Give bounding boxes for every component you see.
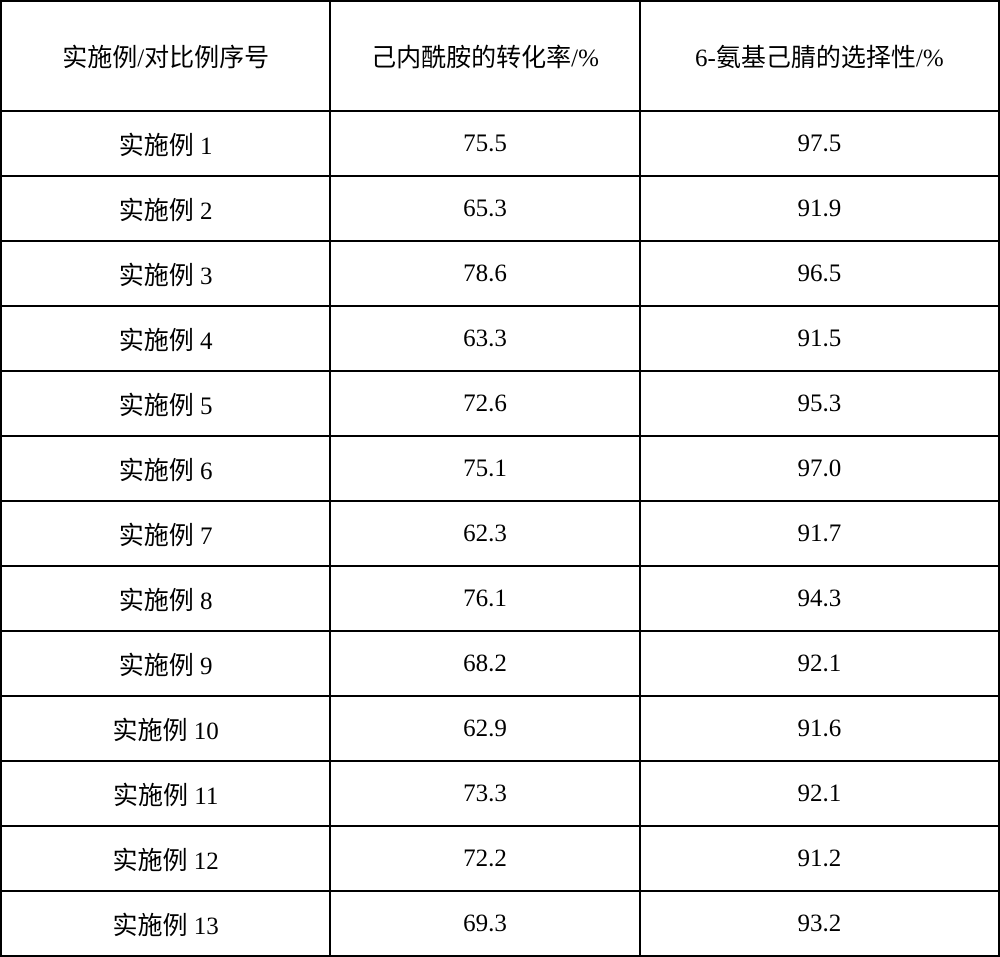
cell-selectivity: 93.2 (640, 891, 999, 956)
table-row: 实施例 9 68.2 92.1 (1, 631, 999, 696)
cell-example-id: 实施例 8 (1, 566, 330, 631)
col-header-example-id: 实施例/对比例序号 (1, 1, 330, 111)
cell-conversion: 75.5 (330, 111, 639, 176)
table-row: 实施例 4 63.3 91.5 (1, 306, 999, 371)
cell-selectivity: 92.1 (640, 631, 999, 696)
table-row: 实施例 7 62.3 91.7 (1, 501, 999, 566)
col-header-selectivity: 6-氨基己腈的选择性/% (640, 1, 999, 111)
table-row: 实施例 11 73.3 92.1 (1, 761, 999, 826)
table-row: 实施例 8 76.1 94.3 (1, 566, 999, 631)
cell-example-id: 实施例 4 (1, 306, 330, 371)
cell-selectivity: 91.5 (640, 306, 999, 371)
cell-selectivity: 91.7 (640, 501, 999, 566)
cell-conversion: 73.3 (330, 761, 639, 826)
cell-selectivity: 91.6 (640, 696, 999, 761)
cell-conversion: 72.6 (330, 371, 639, 436)
cell-selectivity: 97.5 (640, 111, 999, 176)
cell-conversion: 62.9 (330, 696, 639, 761)
cell-conversion: 69.3 (330, 891, 639, 956)
cell-example-id: 实施例 1 (1, 111, 330, 176)
cell-selectivity: 96.5 (640, 241, 999, 306)
cell-conversion: 68.2 (330, 631, 639, 696)
table-container: 实施例/对比例序号 己内酰胺的转化率/% 6-氨基己腈的选择性/% 实施例 1 … (0, 0, 1000, 955)
table-row: 实施例 1 75.5 97.5 (1, 111, 999, 176)
cell-conversion: 75.1 (330, 436, 639, 501)
cell-example-id: 实施例 13 (1, 891, 330, 956)
table-row: 实施例 13 69.3 93.2 (1, 891, 999, 956)
cell-example-id: 实施例 12 (1, 826, 330, 891)
table-body: 实施例 1 75.5 97.5 实施例 2 65.3 91.9 实施例 3 78… (1, 111, 999, 956)
cell-conversion: 65.3 (330, 176, 639, 241)
table-row: 实施例 6 75.1 97.0 (1, 436, 999, 501)
table-row: 实施例 3 78.6 96.5 (1, 241, 999, 306)
col-header-conversion: 己内酰胺的转化率/% (330, 1, 639, 111)
cell-conversion: 72.2 (330, 826, 639, 891)
cell-example-id: 实施例 11 (1, 761, 330, 826)
table-row: 实施例 12 72.2 91.2 (1, 826, 999, 891)
cell-selectivity: 92.1 (640, 761, 999, 826)
cell-example-id: 实施例 6 (1, 436, 330, 501)
cell-example-id: 实施例 2 (1, 176, 330, 241)
cell-example-id: 实施例 10 (1, 696, 330, 761)
table-row: 实施例 2 65.3 91.9 (1, 176, 999, 241)
cell-conversion: 62.3 (330, 501, 639, 566)
cell-example-id: 实施例 5 (1, 371, 330, 436)
cell-conversion: 63.3 (330, 306, 639, 371)
cell-example-id: 实施例 7 (1, 501, 330, 566)
cell-selectivity: 91.9 (640, 176, 999, 241)
cell-example-id: 实施例 3 (1, 241, 330, 306)
cell-selectivity: 91.2 (640, 826, 999, 891)
cell-selectivity: 97.0 (640, 436, 999, 501)
cell-example-id: 实施例 9 (1, 631, 330, 696)
data-table: 实施例/对比例序号 己内酰胺的转化率/% 6-氨基己腈的选择性/% 实施例 1 … (0, 0, 1000, 957)
table-header-row: 实施例/对比例序号 己内酰胺的转化率/% 6-氨基己腈的选择性/% (1, 1, 999, 111)
table-row: 实施例 5 72.6 95.3 (1, 371, 999, 436)
cell-conversion: 78.6 (330, 241, 639, 306)
cell-selectivity: 95.3 (640, 371, 999, 436)
table-row: 实施例 10 62.9 91.6 (1, 696, 999, 761)
cell-selectivity: 94.3 (640, 566, 999, 631)
cell-conversion: 76.1 (330, 566, 639, 631)
